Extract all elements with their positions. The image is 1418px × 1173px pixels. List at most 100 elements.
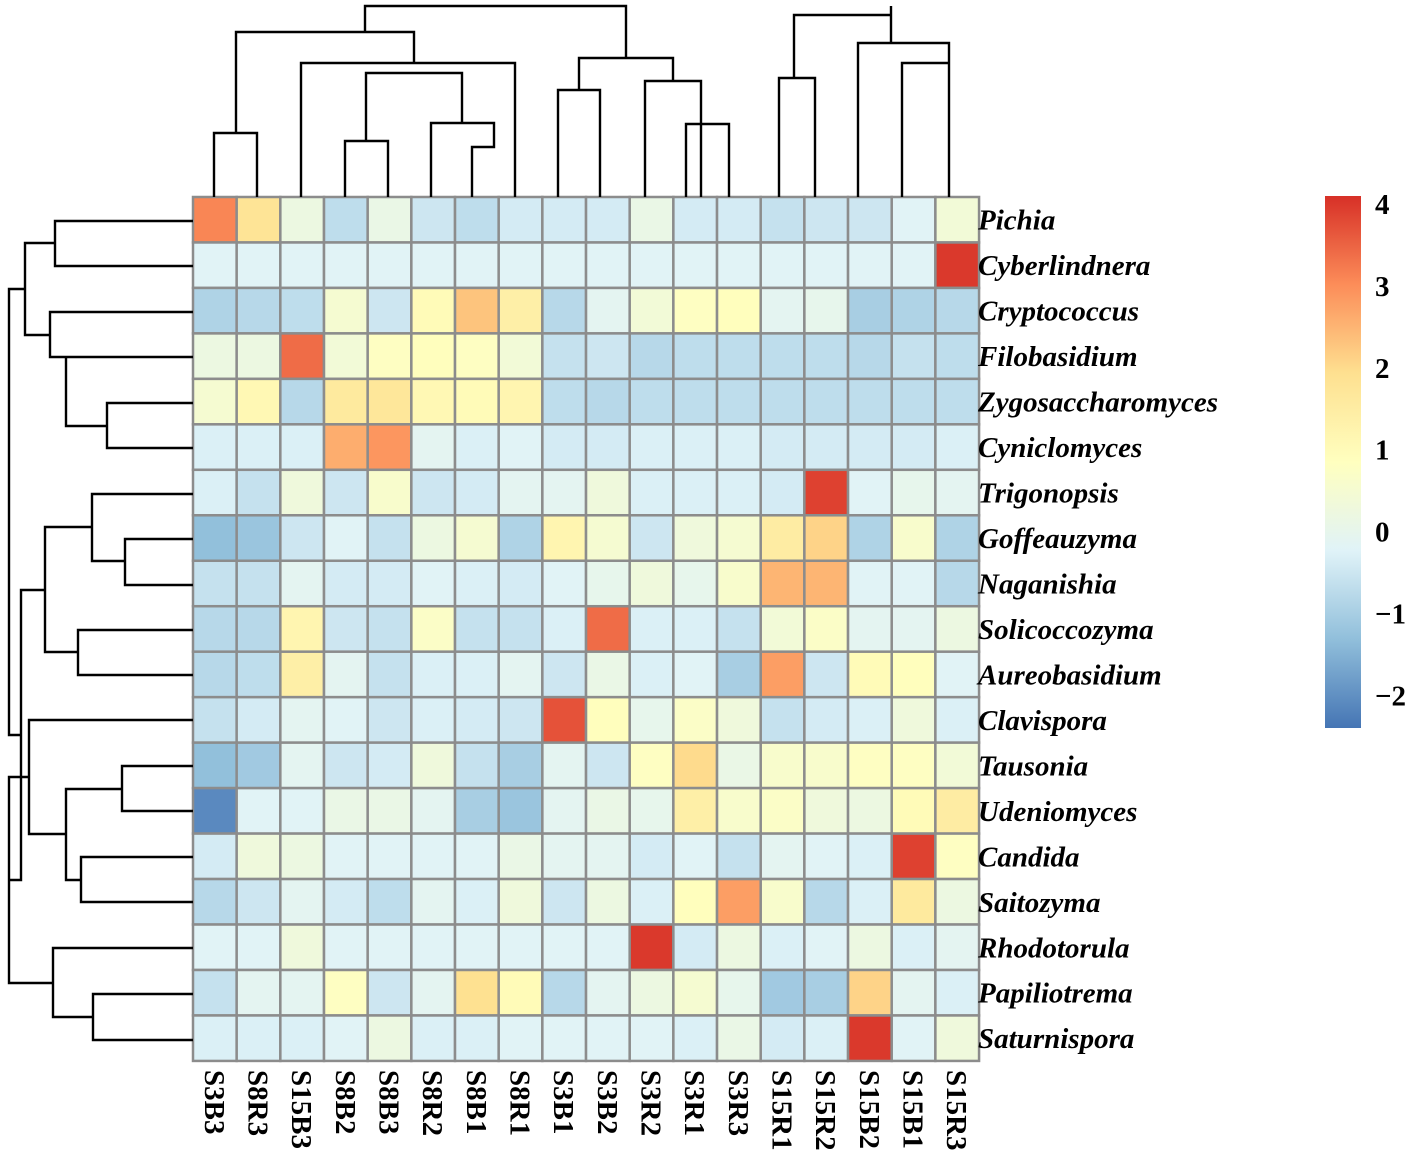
heatmap-cell bbox=[410, 332, 457, 381]
heatmap-cell bbox=[672, 741, 719, 790]
heatmap-cell bbox=[453, 514, 500, 563]
heatmap-cell bbox=[453, 377, 500, 426]
heatmap-cell bbox=[322, 968, 369, 1017]
heatmap-cell bbox=[846, 923, 893, 972]
heatmap-cell bbox=[541, 650, 588, 699]
heatmap-cell bbox=[759, 423, 806, 472]
heatmap-cell bbox=[846, 514, 893, 563]
heatmap-cell bbox=[279, 1014, 326, 1063]
heatmap-cell bbox=[846, 832, 893, 881]
heatmap-cell bbox=[191, 241, 238, 290]
colorbar-tick-label: −2 bbox=[1375, 680, 1406, 712]
heatmap-cell bbox=[410, 695, 457, 744]
heatmap-cell bbox=[453, 877, 500, 926]
heatmap-cell bbox=[759, 604, 806, 653]
colorbar-ticks: 4 3 2 1 0 −1 −2 bbox=[1375, 189, 1406, 712]
heatmap-cell bbox=[541, 786, 588, 835]
heatmap-cell bbox=[497, 604, 544, 653]
heatmap-cell bbox=[759, 514, 806, 563]
heatmap-cell bbox=[803, 423, 850, 472]
column-label: S8B2 bbox=[329, 1070, 361, 1134]
heatmap-cell bbox=[934, 741, 981, 790]
heatmap-cell bbox=[541, 468, 588, 517]
colorbar-tick-label: 1 bbox=[1375, 435, 1390, 467]
heatmap-cell bbox=[934, 786, 981, 835]
heatmap-cell bbox=[410, 241, 457, 290]
row-label: Papiliotrema bbox=[977, 978, 1133, 1010]
heatmap-cell bbox=[541, 514, 588, 563]
heatmap-cell bbox=[715, 695, 762, 744]
heatmap-cell bbox=[191, 377, 238, 426]
heatmap-cell bbox=[934, 286, 981, 335]
heatmap-cell bbox=[453, 968, 500, 1017]
heatmap-cell bbox=[497, 650, 544, 699]
heatmap-cell bbox=[497, 468, 544, 517]
heatmap-cell bbox=[934, 468, 981, 517]
heatmap-cell bbox=[934, 1014, 981, 1063]
column-label: S3R3 bbox=[722, 1070, 754, 1136]
heatmap-cell bbox=[890, 877, 937, 926]
heatmap-cell bbox=[279, 650, 326, 699]
heatmap-cell bbox=[497, 377, 544, 426]
heatmap-cell bbox=[366, 559, 413, 608]
column-label: S8R1 bbox=[504, 1070, 536, 1136]
row-label: Cyniclomyces bbox=[978, 432, 1142, 464]
heatmap-cell bbox=[759, 286, 806, 335]
heatmap-cell bbox=[803, 923, 850, 972]
heatmap-cell bbox=[322, 468, 369, 517]
heatmap-cell bbox=[846, 877, 893, 926]
column-label: S15R1 bbox=[766, 1070, 798, 1151]
heatmap-cell bbox=[715, 786, 762, 835]
heatmap-cell bbox=[890, 650, 937, 699]
heatmap-cell bbox=[672, 1014, 719, 1063]
heatmap-cell bbox=[453, 741, 500, 790]
heatmap-cell bbox=[453, 241, 500, 290]
heatmap-cell bbox=[322, 650, 369, 699]
heatmap-cell bbox=[453, 650, 500, 699]
heatmap-cell bbox=[453, 1014, 500, 1063]
row-label: Rhodotorula bbox=[977, 932, 1130, 964]
heatmap-cell bbox=[453, 468, 500, 517]
heatmap-cell bbox=[410, 650, 457, 699]
heatmap-cell bbox=[803, 604, 850, 653]
heatmap-cell bbox=[759, 923, 806, 972]
heatmap-cell bbox=[366, 832, 413, 881]
heatmap-cell bbox=[497, 241, 544, 290]
heatmap-cell bbox=[541, 241, 588, 290]
heatmap-cell bbox=[715, 604, 762, 653]
heatmap-cell bbox=[410, 786, 457, 835]
heatmap-cell bbox=[934, 377, 981, 426]
heatmap-cell bbox=[191, 832, 238, 881]
heatmap-cell bbox=[279, 468, 326, 517]
heatmap-cell bbox=[366, 695, 413, 744]
heatmap-cell bbox=[541, 695, 588, 744]
heatmap-cell bbox=[584, 423, 631, 472]
heatmap-cell bbox=[715, 514, 762, 563]
heatmap-cell bbox=[191, 468, 238, 517]
heatmap-cell bbox=[497, 286, 544, 335]
heatmap-cell bbox=[584, 332, 631, 381]
heatmap-cell bbox=[934, 514, 981, 563]
heatmap-cell bbox=[672, 468, 719, 517]
heatmap-cell bbox=[759, 1014, 806, 1063]
heatmap-cell bbox=[279, 832, 326, 881]
heatmap-cell bbox=[890, 468, 937, 517]
column-dendrogram bbox=[212, 4, 951, 197]
heatmap-cell bbox=[191, 650, 238, 699]
heatmap-cell bbox=[759, 332, 806, 381]
row-label: Candida bbox=[978, 841, 1080, 873]
heatmap-cell bbox=[715, 332, 762, 381]
heatmap-cell bbox=[235, 332, 282, 381]
heatmap-cell bbox=[366, 423, 413, 472]
heatmap-cell bbox=[628, 332, 675, 381]
heatmap-cell bbox=[410, 1014, 457, 1063]
heatmap-cell bbox=[410, 832, 457, 881]
heatmap-cell bbox=[672, 695, 719, 744]
heatmap-cell bbox=[322, 604, 369, 653]
row-label: Goffeauzyma bbox=[978, 523, 1137, 555]
heatmap-cell bbox=[584, 377, 631, 426]
heatmap-cell bbox=[453, 604, 500, 653]
heatmap-cell bbox=[497, 195, 544, 244]
heatmap-cell bbox=[541, 968, 588, 1017]
heatmap-cells bbox=[191, 195, 981, 1063]
